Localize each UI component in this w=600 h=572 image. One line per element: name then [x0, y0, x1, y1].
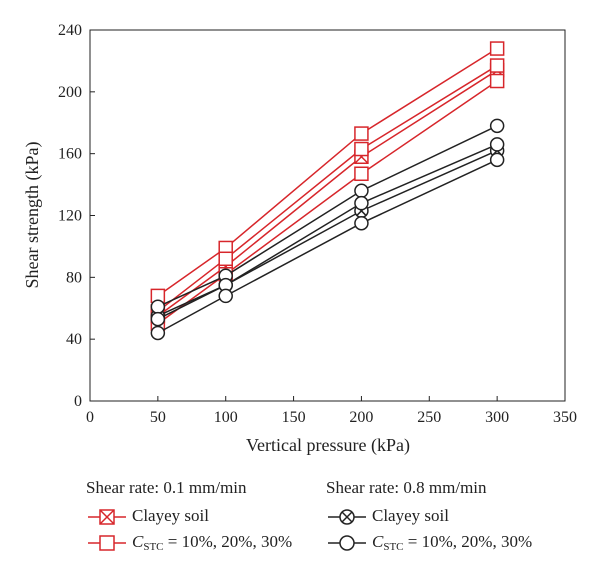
x-tick-label: 150 — [282, 409, 306, 426]
circle-marker-icon — [328, 535, 366, 551]
series-line — [157, 80, 498, 325]
circle-point — [218, 288, 233, 304]
circle-point — [150, 299, 166, 314]
legend-label: Clayey soil — [132, 506, 209, 525]
series-2 — [150, 58, 505, 319]
y-tick-label: 240 — [58, 22, 82, 39]
circle-point — [150, 311, 166, 327]
y-tick-label: 40 — [66, 331, 82, 348]
y-axis-ticks: 0 40 80 120 160 200 240 — [58, 22, 95, 410]
square-point — [489, 58, 505, 73]
legend-label: CSTC = 10%, 20%, 30% — [132, 532, 293, 553]
x-tick-label: 100 — [214, 409, 238, 426]
y-tick-label: 0 — [74, 393, 82, 410]
boxed-x-marker-icon — [88, 509, 126, 525]
x-tick-label: 250 — [417, 409, 441, 426]
legend-group-title: Shear rate: 0.1 mm/min — [86, 478, 247, 497]
x-tick-label: 200 — [349, 409, 373, 426]
series-0 — [150, 62, 505, 324]
series-line — [157, 125, 498, 308]
square-marker-icon — [88, 535, 126, 551]
x-axis-ticks: 0 50 100 150 200 250 300 350 — [86, 396, 577, 426]
series-6 — [150, 137, 505, 327]
x-tick-label: 350 — [553, 409, 577, 426]
series-line — [157, 69, 498, 317]
square-point — [354, 126, 369, 141]
x-tick-label: 300 — [485, 409, 509, 426]
circle-point — [354, 215, 369, 231]
circle-point — [489, 137, 505, 152]
series-7 — [150, 152, 505, 341]
series-3 — [150, 73, 505, 331]
y-tick-label: 80 — [66, 269, 82, 286]
x-tick-label: 0 — [86, 409, 94, 426]
series-1 — [150, 41, 505, 304]
circle-point — [489, 152, 505, 168]
circle-x-marker-icon — [328, 509, 366, 525]
y-tick-label: 120 — [58, 208, 82, 225]
square-point — [218, 251, 233, 267]
series-line — [157, 143, 498, 320]
x-tick-label: 50 — [150, 409, 166, 426]
legend: Shear rate: 0.1 mm/min Clayey soil CSTC … — [86, 478, 586, 568]
chart: 0 50 100 150 200 250 300 350 04080120160200240 … — [22, 22, 577, 456]
y-tick-label: 160 — [58, 146, 82, 163]
data-series — [150, 41, 505, 341]
series-line — [157, 159, 498, 334]
circle-point — [150, 325, 166, 341]
series-5 — [150, 118, 505, 314]
circle-point — [489, 118, 505, 134]
circle-point — [354, 183, 369, 199]
square-point — [354, 166, 369, 182]
series-line — [157, 149, 498, 317]
y-tick-label: 200 — [58, 84, 82, 101]
circle-point — [354, 195, 369, 211]
square-point — [489, 73, 505, 89]
legend-label: Clayey soil — [372, 506, 449, 525]
y-axis-title: Shear strength (kPa) — [22, 142, 43, 289]
series-line — [157, 64, 498, 312]
square-point — [489, 41, 505, 56]
x-axis-title: Vertical pressure (kPa) — [246, 435, 410, 456]
series-line — [157, 47, 498, 297]
square-point — [354, 141, 369, 157]
legend-label: CSTC = 10%, 20%, 30% — [372, 532, 533, 553]
legend-group-title: Shear rate: 0.8 mm/min — [326, 478, 487, 497]
